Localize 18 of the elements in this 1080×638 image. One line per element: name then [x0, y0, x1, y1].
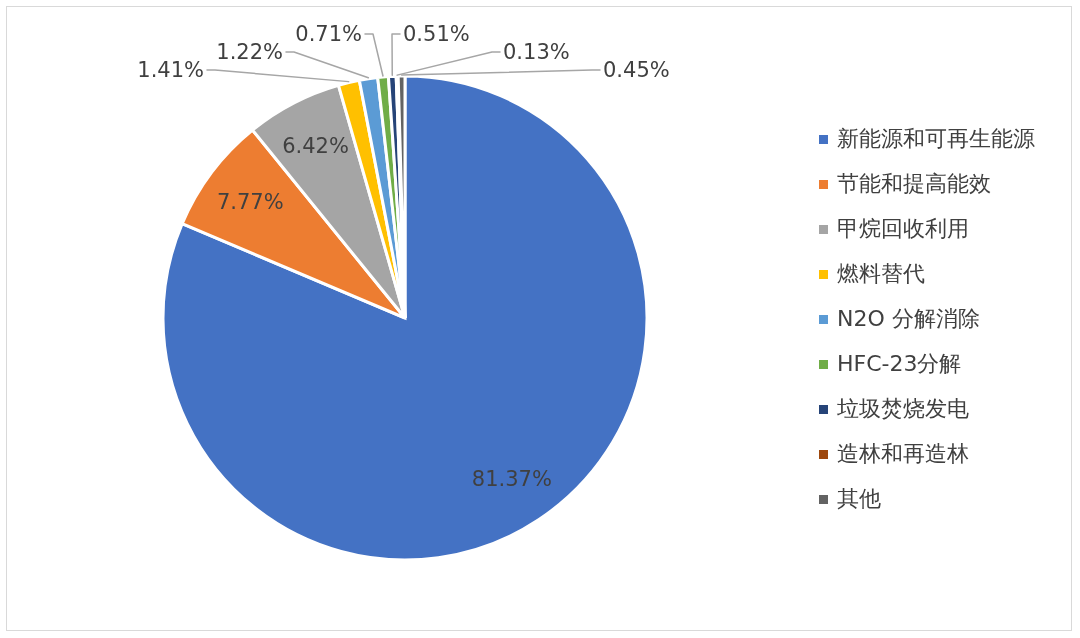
- legend-label: 垃圾焚烧发电: [837, 395, 969, 423]
- data-label: 1.41%: [137, 58, 204, 82]
- data-label: 81.37%: [471, 467, 552, 492]
- legend-label: 甲烷回收利用: [837, 215, 969, 243]
- data-label: 7.77%: [216, 189, 284, 214]
- data-label: 0.13%: [503, 40, 570, 64]
- data-label: 6.42%: [282, 134, 349, 159]
- legend-label: N2O 分解消除: [837, 305, 980, 333]
- data-label: 1.22%: [216, 40, 283, 64]
- data-label: 0.71%: [295, 22, 362, 46]
- data-label: 0.51%: [403, 22, 470, 46]
- legend-label: 燃料替代: [837, 260, 925, 288]
- legend-label: HFC-23分解: [837, 350, 962, 378]
- data-label: 0.45%: [603, 58, 670, 82]
- legend-label: 节能和提高能效: [837, 170, 991, 198]
- legend-label: 造林和再造林: [837, 440, 969, 468]
- legend-label: 新能源和可再生能源: [837, 125, 1035, 153]
- legend-label: 其他: [837, 485, 881, 513]
